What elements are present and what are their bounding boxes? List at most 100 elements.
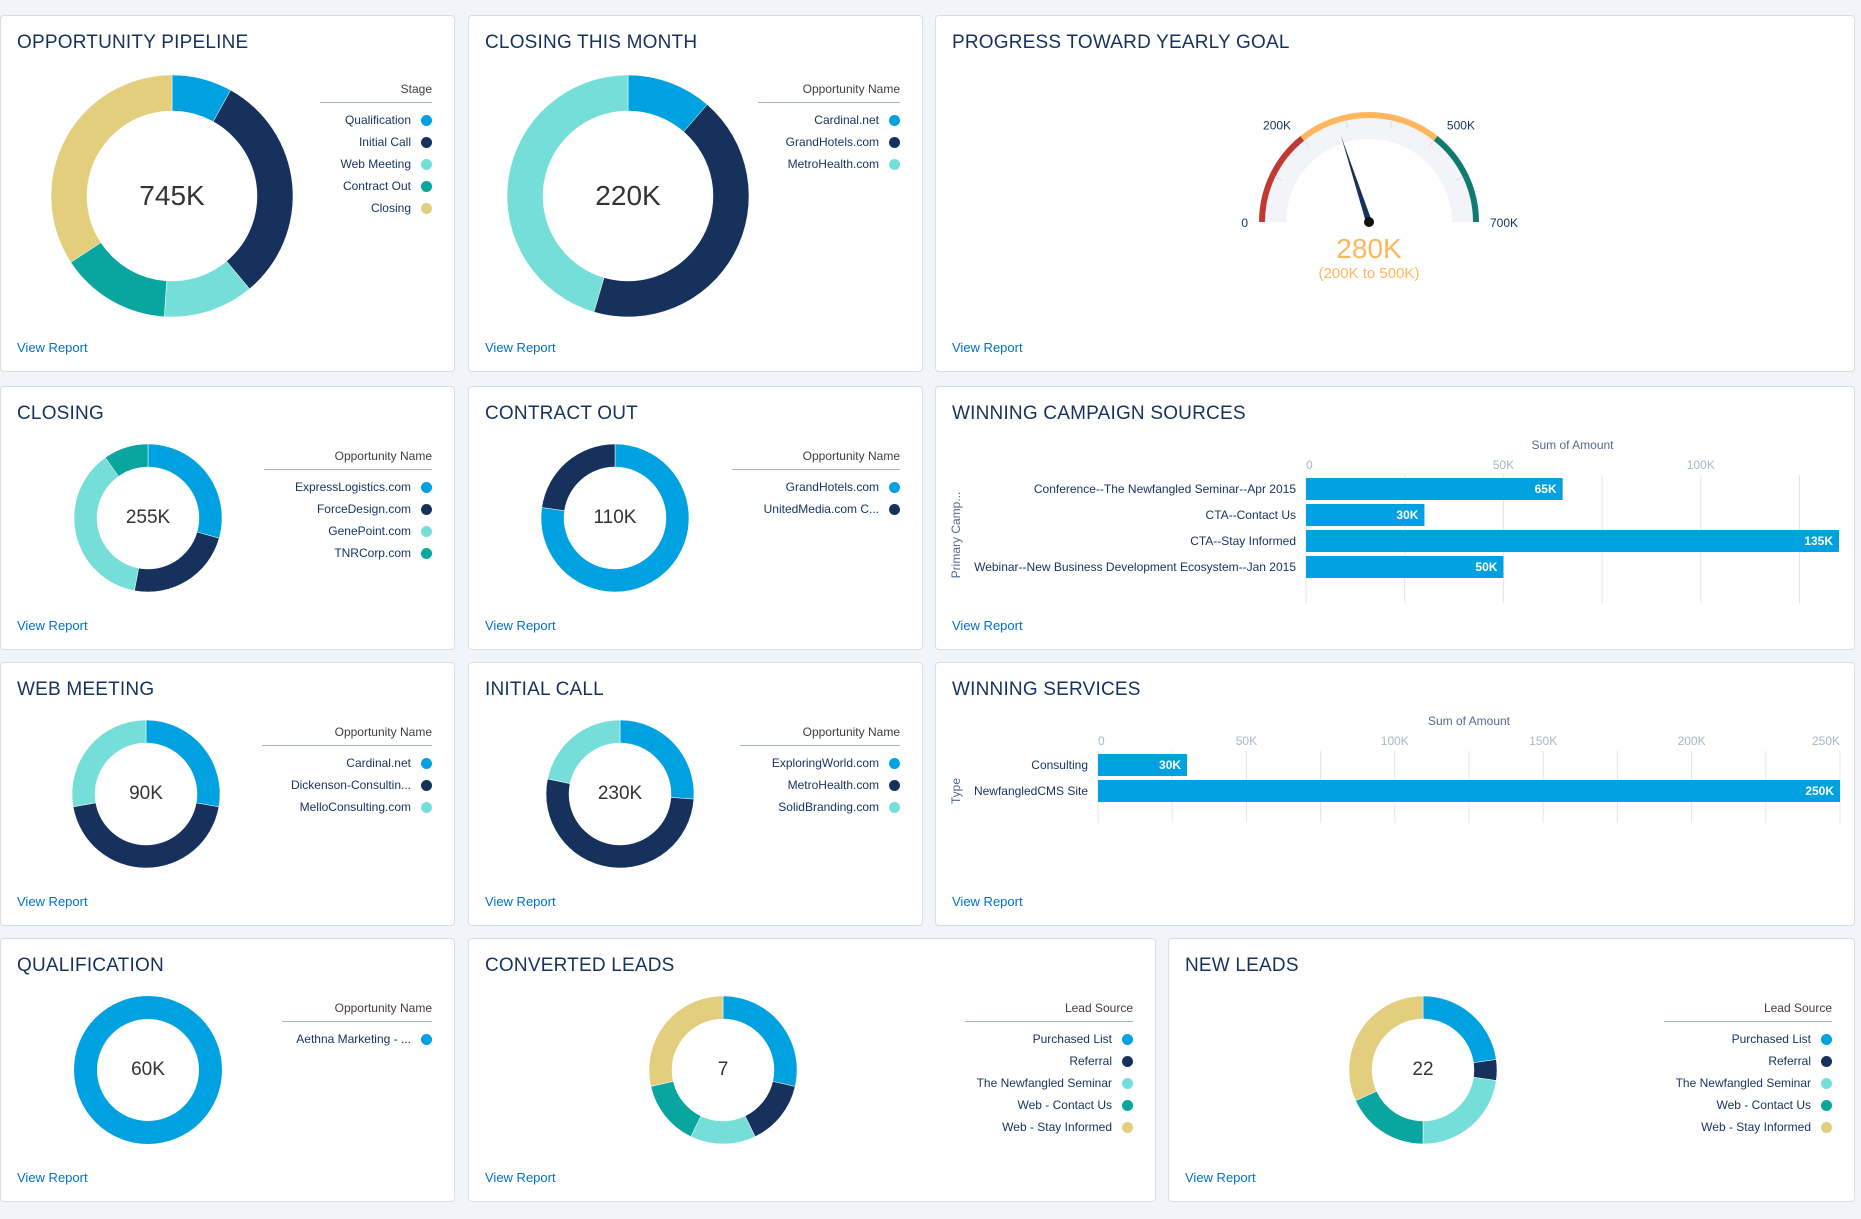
legend-item-metrohealth-com[interactable]: MetroHealth.com bbox=[758, 153, 900, 175]
view-report-link[interactable]: View Report bbox=[952, 894, 1023, 909]
legend-item-the-newfangled-seminar[interactable]: The Newfangled Seminar bbox=[965, 1072, 1133, 1094]
view-report-link[interactable]: View Report bbox=[17, 618, 88, 633]
bar-cta-stay-informed[interactable] bbox=[1306, 530, 1839, 552]
donut-slice-solidbranding-com[interactable] bbox=[547, 719, 621, 784]
closing-donut-svg[interactable] bbox=[72, 442, 224, 594]
donut-slice-the-newfangled-seminar[interactable] bbox=[1422, 1076, 1497, 1145]
legend-item-grandhotels-com[interactable]: GrandHotels.com bbox=[732, 476, 900, 498]
legend-item-expresslogistics-com[interactable]: ExpressLogistics.com bbox=[264, 476, 432, 498]
legend-item-dickenson-consultin[interactable]: Dickenson-Consultin... bbox=[262, 774, 432, 796]
winning-services-bar-chart[interactable]: Sum of Amount 0 50K 100K 150K 200K 250K Type Con… bbox=[936, 711, 1856, 861]
legend-item-the-newfangled-seminar[interactable]: The Newfangled Seminar bbox=[1664, 1072, 1832, 1094]
donut-slice-forcedesign-com[interactable] bbox=[134, 531, 220, 593]
bar-conference-the-newfangled-seminar-apr-2015[interactable] bbox=[1306, 478, 1563, 500]
initial-call-donut[interactable]: 230K bbox=[544, 718, 696, 870]
legend-item-initial-call[interactable]: Initial Call bbox=[320, 131, 432, 153]
view-report-link[interactable]: View Report bbox=[1185, 1170, 1256, 1185]
legend-item-aethna-marketing[interactable]: Aethna Marketing - ... bbox=[282, 1028, 432, 1050]
view-report-link[interactable]: View Report bbox=[485, 1170, 556, 1185]
bar-cta-contact-us[interactable] bbox=[1306, 504, 1425, 526]
legend-item-metrohealth-com[interactable]: MetroHealth.com bbox=[740, 774, 900, 796]
legend-item-purchased-list[interactable]: Purchased List bbox=[1664, 1028, 1832, 1050]
legend-item-solidbranding-com[interactable]: SolidBranding.com bbox=[740, 796, 900, 818]
new-leads-donut[interactable]: 22 bbox=[1347, 994, 1499, 1146]
card-initial-call: INITIAL CALL 230K Opportunity Name Explor… bbox=[468, 662, 923, 926]
closing-month-donut-svg[interactable] bbox=[505, 73, 751, 319]
view-report-link[interactable]: View Report bbox=[485, 340, 556, 355]
donut-slice-dickenson-consultin[interactable] bbox=[72, 802, 220, 869]
bar-webinar-new-business-development-ecosystem-jan-2015[interactable] bbox=[1306, 556, 1504, 578]
legend-item-forcedesign-com[interactable]: ForceDesign.com bbox=[264, 498, 432, 520]
bar-consulting[interactable] bbox=[1098, 754, 1188, 776]
legend-item-referral[interactable]: Referral bbox=[965, 1050, 1133, 1072]
web-meeting-donut-svg[interactable] bbox=[70, 718, 222, 870]
closing-month-legend: Opportunity Name Cardinal.net GrandHotels.… bbox=[758, 82, 900, 175]
donut-slice-the-newfangled-seminar[interactable] bbox=[690, 1115, 756, 1145]
donut-slice-tnrcorp-com[interactable] bbox=[104, 443, 149, 477]
donut-slice-melloconsulting-com[interactable] bbox=[71, 719, 147, 808]
donut-slice-referral[interactable] bbox=[744, 1081, 796, 1138]
legend-item-tnrcorp-com[interactable]: TNRCorp.com bbox=[264, 542, 432, 564]
converted-leads-donut[interactable]: 7 bbox=[647, 994, 799, 1146]
legend-item-web-contact-us[interactable]: Web - Contact Us bbox=[965, 1094, 1133, 1116]
donut-slice-unitedmedia-com-c[interactable] bbox=[541, 443, 616, 512]
donut-slice-exploringworld-com[interactable] bbox=[619, 719, 695, 800]
legend-item-web-meeting[interactable]: Web Meeting bbox=[320, 153, 432, 175]
legend-item-genepoint-com[interactable]: GenePoint.com bbox=[264, 520, 432, 542]
contract-out-donut[interactable]: 110K bbox=[539, 442, 691, 594]
donut-slice-grandhotels-com[interactable] bbox=[593, 104, 750, 318]
legend-item-purchased-list[interactable]: Purchased List bbox=[965, 1028, 1133, 1050]
legend-item-referral[interactable]: Referral bbox=[1664, 1050, 1832, 1072]
donut-slice-cardinal-net[interactable] bbox=[145, 719, 221, 808]
legend-item-web-contact-us[interactable]: Web - Contact Us bbox=[1664, 1094, 1832, 1116]
donut-slice-expresslogistics-com[interactable] bbox=[147, 443, 223, 539]
legend-item-unitedmedia-com-c[interactable]: UnitedMedia.com C... bbox=[732, 498, 900, 520]
bar-newfangledcms-site[interactable] bbox=[1098, 780, 1840, 802]
legend-item-web-stay-informed[interactable]: Web - Stay Informed bbox=[965, 1116, 1133, 1138]
campaign-sources-bar-chart[interactable]: Sum of Amount 0 50K 100K Primary Camp... Conf… bbox=[936, 435, 1856, 625]
pipeline-donut-svg[interactable] bbox=[49, 73, 295, 319]
qualification-donut[interactable]: 60K bbox=[72, 994, 224, 1146]
donut-slice-genepoint-com[interactable] bbox=[73, 457, 139, 592]
donut-slice-initial-call[interactable] bbox=[212, 89, 294, 290]
view-report-link[interactable]: View Report bbox=[952, 618, 1023, 633]
donut-slice-purchased-list[interactable] bbox=[722, 995, 798, 1087]
initial-call-donut-svg[interactable] bbox=[544, 718, 696, 870]
view-report-link[interactable]: View Report bbox=[485, 894, 556, 909]
donut-slice-referral[interactable] bbox=[1473, 1059, 1498, 1081]
donut-slice-metrohealth-com[interactable] bbox=[506, 74, 629, 313]
donut-slice-web-contact-us[interactable] bbox=[1355, 1090, 1424, 1145]
view-report-link[interactable]: View Report bbox=[485, 618, 556, 633]
view-report-link[interactable]: View Report bbox=[952, 340, 1023, 355]
web-meeting-donut[interactable]: 90K bbox=[70, 718, 222, 870]
legend-item-contract-out[interactable]: Contract Out bbox=[320, 175, 432, 197]
legend-item-melloconsulting-com[interactable]: MelloConsulting.com bbox=[262, 796, 432, 818]
legend-item-grandhotels-com[interactable]: GrandHotels.com bbox=[758, 131, 900, 153]
legend-item-closing[interactable]: Closing bbox=[320, 197, 432, 219]
donut-slice-contract-out[interactable] bbox=[70, 242, 167, 318]
yearly-goal-gauge[interactable]: 0 200K 500K 700K 280K(200K to 500K) bbox=[936, 56, 1856, 356]
donut-slice-aethna-marketing[interactable] bbox=[74, 996, 222, 1144]
donut-slice-web-stay-informed[interactable] bbox=[648, 995, 724, 1087]
view-report-link[interactable]: View Report bbox=[17, 340, 88, 355]
legend-item-web-stay-informed[interactable]: Web - Stay Informed bbox=[1664, 1116, 1832, 1138]
donut-slice-grandhotels-com[interactable] bbox=[540, 443, 690, 593]
donut-slice-closing[interactable] bbox=[50, 74, 173, 263]
pipeline-donut[interactable]: 745K bbox=[49, 73, 295, 319]
qualification-donut-svg[interactable] bbox=[72, 994, 224, 1146]
view-report-link[interactable]: View Report bbox=[17, 894, 88, 909]
donut-slice-web-contact-us[interactable] bbox=[650, 1081, 702, 1138]
contract-out-donut-svg[interactable] bbox=[539, 442, 691, 594]
closing-donut[interactable]: 255K bbox=[72, 442, 224, 594]
new-leads-donut-svg[interactable] bbox=[1347, 994, 1499, 1146]
legend-item-cardinal-net[interactable]: Cardinal.net bbox=[758, 109, 900, 131]
donut-slice-metrohealth-com[interactable] bbox=[545, 778, 695, 869]
donut-slice-purchased-list[interactable] bbox=[1422, 995, 1497, 1064]
legend-item-qualification[interactable]: Qualification bbox=[320, 109, 432, 131]
converted-leads-donut-svg[interactable] bbox=[647, 994, 799, 1146]
donut-slice-web-stay-informed[interactable] bbox=[1348, 995, 1424, 1102]
legend-item-cardinal-net[interactable]: Cardinal.net bbox=[262, 752, 432, 774]
closing-month-donut[interactable]: 220K bbox=[505, 73, 751, 319]
view-report-link[interactable]: View Report bbox=[17, 1170, 88, 1185]
legend-item-exploringworld-com[interactable]: ExploringWorld.com bbox=[740, 752, 900, 774]
